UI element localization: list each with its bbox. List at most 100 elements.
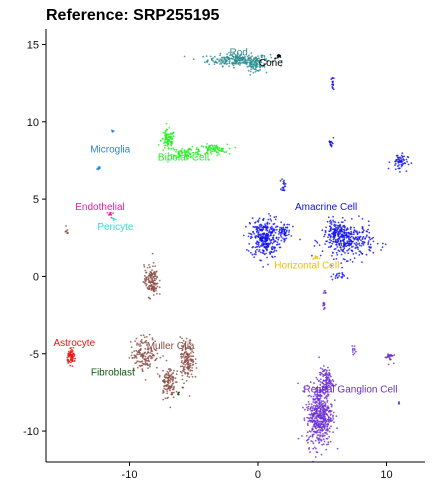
- point: [142, 334, 145, 337]
- point: [267, 244, 270, 247]
- point: [260, 61, 263, 64]
- point: [148, 285, 151, 287]
- point: [345, 245, 348, 248]
- point: [277, 233, 280, 235]
- point: [407, 163, 410, 166]
- point: [257, 232, 260, 235]
- point: [319, 373, 322, 376]
- point: [187, 158, 189, 160]
- point: [322, 413, 324, 416]
- point: [129, 341, 132, 343]
- point: [270, 241, 272, 244]
- point: [277, 238, 280, 241]
- point: [97, 168, 100, 171]
- point: [316, 434, 319, 436]
- point: [158, 375, 161, 378]
- point: [264, 241, 267, 244]
- point: [147, 281, 150, 283]
- point: [181, 374, 184, 377]
- point: [316, 431, 318, 433]
- point: [351, 241, 354, 243]
- point: [144, 282, 147, 285]
- point: [311, 429, 313, 432]
- point: [272, 223, 275, 226]
- point: [306, 431, 309, 434]
- point: [163, 384, 166, 387]
- point: [318, 379, 320, 382]
- point: [327, 405, 329, 408]
- point: [262, 266, 264, 268]
- point: [166, 392, 169, 395]
- point: [184, 341, 187, 343]
- point: [309, 381, 312, 384]
- point: [370, 246, 372, 248]
- point: [303, 386, 305, 389]
- point: [166, 138, 169, 141]
- point: [190, 359, 193, 362]
- point: [237, 63, 240, 66]
- point: [321, 381, 324, 384]
- point: [173, 391, 175, 394]
- point: [310, 395, 313, 398]
- point: [259, 69, 261, 71]
- point: [143, 358, 146, 360]
- point: [350, 246, 353, 248]
- point: [338, 242, 341, 245]
- point: [264, 62, 267, 65]
- point: [349, 228, 352, 231]
- point: [340, 240, 342, 243]
- point: [306, 416, 308, 419]
- point: [142, 357, 144, 359]
- point: [270, 232, 273, 235]
- point: [151, 252, 154, 255]
- point: [272, 60, 275, 62]
- point: [256, 248, 258, 251]
- point: [313, 422, 316, 425]
- point: [330, 223, 333, 226]
- point: [207, 148, 210, 151]
- point: [358, 231, 361, 234]
- point: [384, 243, 387, 246]
- point: [313, 421, 316, 423]
- point: [394, 168, 397, 171]
- point: [315, 447, 317, 450]
- point: [205, 146, 208, 149]
- point: [171, 137, 174, 140]
- point: [184, 345, 187, 348]
- point: [172, 382, 175, 385]
- point: [361, 231, 364, 234]
- point: [186, 375, 189, 378]
- y-tick-label-4: 10: [27, 117, 39, 129]
- point: [332, 414, 334, 417]
- point: [317, 410, 320, 412]
- point: [341, 271, 344, 274]
- point: [288, 223, 290, 226]
- point: [308, 436, 311, 439]
- point: [166, 145, 169, 147]
- point: [246, 249, 248, 251]
- point: [179, 336, 182, 338]
- point: [330, 78, 333, 80]
- point: [350, 218, 353, 220]
- point: [253, 58, 256, 61]
- point: [323, 397, 326, 399]
- point: [140, 345, 142, 347]
- point: [284, 226, 287, 229]
- point: [399, 171, 401, 173]
- point: [185, 337, 188, 340]
- point: [163, 147, 166, 149]
- point: [250, 66, 253, 69]
- point: [130, 346, 133, 349]
- point: [141, 354, 144, 357]
- point: [262, 225, 265, 228]
- point: [168, 147, 170, 150]
- point: [328, 238, 331, 241]
- point: [162, 392, 164, 394]
- point: [228, 51, 230, 54]
- point: [327, 395, 329, 397]
- point: [326, 220, 329, 223]
- point: [258, 227, 260, 229]
- point: [157, 144, 160, 146]
- point: [202, 145, 205, 148]
